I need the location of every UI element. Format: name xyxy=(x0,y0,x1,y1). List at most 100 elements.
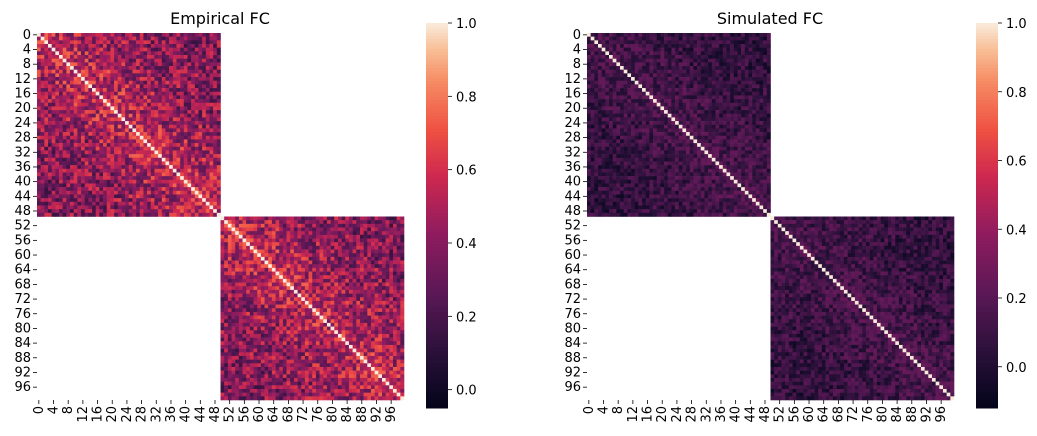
heatmap-cell xyxy=(374,267,379,272)
heatmap-cell xyxy=(154,176,159,181)
heatmap-cell xyxy=(235,326,240,331)
heatmap-cell xyxy=(99,154,104,159)
heatmap-cell xyxy=(161,124,166,129)
heatmap-cell xyxy=(81,44,86,48)
heatmap-cell xyxy=(392,374,397,379)
heatmap-cell xyxy=(279,315,284,320)
heatmap-cell xyxy=(88,95,93,100)
heatmap-cell xyxy=(40,88,45,93)
heatmap-cell xyxy=(128,47,133,52)
heatmap-cell xyxy=(114,113,119,118)
heatmap-cell xyxy=(326,370,331,375)
heatmap-cell xyxy=(202,84,207,89)
heatmap-cell xyxy=(319,330,324,335)
heatmap-cell xyxy=(66,47,71,52)
heatmap-cell xyxy=(99,84,104,89)
heatmap-cell xyxy=(77,183,82,188)
heatmap-cell xyxy=(169,157,174,162)
heatmap-cell xyxy=(227,385,232,390)
heatmap-cell xyxy=(95,113,100,118)
heatmap-cell xyxy=(95,117,100,122)
heatmap-cell xyxy=(92,84,97,89)
heatmap-cell xyxy=(99,183,104,188)
heatmap-cell xyxy=(385,289,390,294)
heatmap-cell xyxy=(330,337,335,342)
heatmap-cell xyxy=(286,253,291,258)
heatmap-cell xyxy=(198,44,203,48)
heatmap-cell xyxy=(367,238,372,243)
heatmap-cell xyxy=(268,267,273,272)
heatmap-cell xyxy=(110,95,115,100)
heatmap-cell xyxy=(378,242,383,247)
heatmap-cell xyxy=(326,337,331,342)
heatmap-cell xyxy=(264,286,269,291)
heatmap-cell xyxy=(231,297,236,302)
heatmap-cell xyxy=(242,278,247,283)
heatmap-cell xyxy=(216,168,221,173)
heatmap-cell xyxy=(246,348,251,353)
heatmap-cell xyxy=(92,110,97,115)
heatmap-cell xyxy=(44,110,49,115)
heatmap-cell xyxy=(260,289,265,294)
heatmap-cell xyxy=(297,264,302,269)
heatmap-cell xyxy=(220,344,225,349)
heatmap-cell xyxy=(117,132,122,137)
heatmap-cell xyxy=(139,176,144,181)
heatmap-cell xyxy=(66,121,71,126)
heatmap-cell xyxy=(154,117,159,122)
heatmap-cell xyxy=(121,51,126,56)
heatmap-cell xyxy=(40,66,45,70)
heatmap-cell xyxy=(165,201,170,206)
heatmap-cell xyxy=(249,385,254,390)
heatmap-cell xyxy=(374,311,379,316)
heatmap-cell xyxy=(92,69,97,74)
heatmap-cell xyxy=(147,132,152,137)
heatmap-cell xyxy=(198,198,203,203)
heatmap-cell xyxy=(341,223,346,228)
heatmap-cell xyxy=(257,381,262,386)
heatmap-cell xyxy=(136,168,141,173)
heatmap-cell xyxy=(286,282,291,287)
heatmap-cell xyxy=(59,47,63,52)
heatmap-cell xyxy=(128,183,133,188)
heatmap-cell xyxy=(312,242,317,247)
heatmap-cell xyxy=(363,216,368,221)
heatmap-cell xyxy=(227,297,232,302)
heatmap-cell xyxy=(224,234,229,239)
heatmap-cell xyxy=(304,311,309,316)
heatmap-cell xyxy=(95,44,100,48)
heatmap-cell xyxy=(242,267,247,272)
heatmap-cell xyxy=(253,249,258,254)
heatmap-cell xyxy=(268,231,273,236)
heatmap-cell xyxy=(341,275,346,280)
heatmap-cell xyxy=(73,183,78,188)
heatmap-cell xyxy=(209,172,214,177)
heatmap-cell xyxy=(356,253,361,258)
heatmap-cell xyxy=(136,102,141,107)
heatmap-cell xyxy=(132,212,137,217)
heatmap-cell xyxy=(139,165,144,170)
heatmap-cell xyxy=(143,154,148,159)
heatmap-cell xyxy=(132,168,137,173)
heatmap-cell xyxy=(315,366,320,371)
heatmap-cell xyxy=(315,374,320,379)
heatmap-cell xyxy=(62,168,67,173)
heatmap-cell xyxy=(161,212,166,217)
heatmap-cell xyxy=(147,157,152,162)
heatmap-cell xyxy=(81,190,86,195)
heatmap-cell xyxy=(62,77,67,82)
heatmap-cell xyxy=(385,319,390,324)
heatmap-cell xyxy=(400,366,405,371)
heatmap-cell xyxy=(51,36,56,41)
heatmap-cell xyxy=(154,62,159,67)
heatmap-cell xyxy=(312,223,317,228)
heatmap-cell xyxy=(143,212,148,217)
heatmap-cell xyxy=(227,220,232,225)
heatmap-cell xyxy=(304,377,309,382)
heatmap-cell xyxy=(209,150,214,155)
heatmap-cell xyxy=(169,209,174,214)
heatmap-cell xyxy=(55,117,60,122)
heatmap-cell xyxy=(132,209,137,214)
heatmap-cell xyxy=(205,212,210,217)
heatmap-cell xyxy=(77,179,82,184)
